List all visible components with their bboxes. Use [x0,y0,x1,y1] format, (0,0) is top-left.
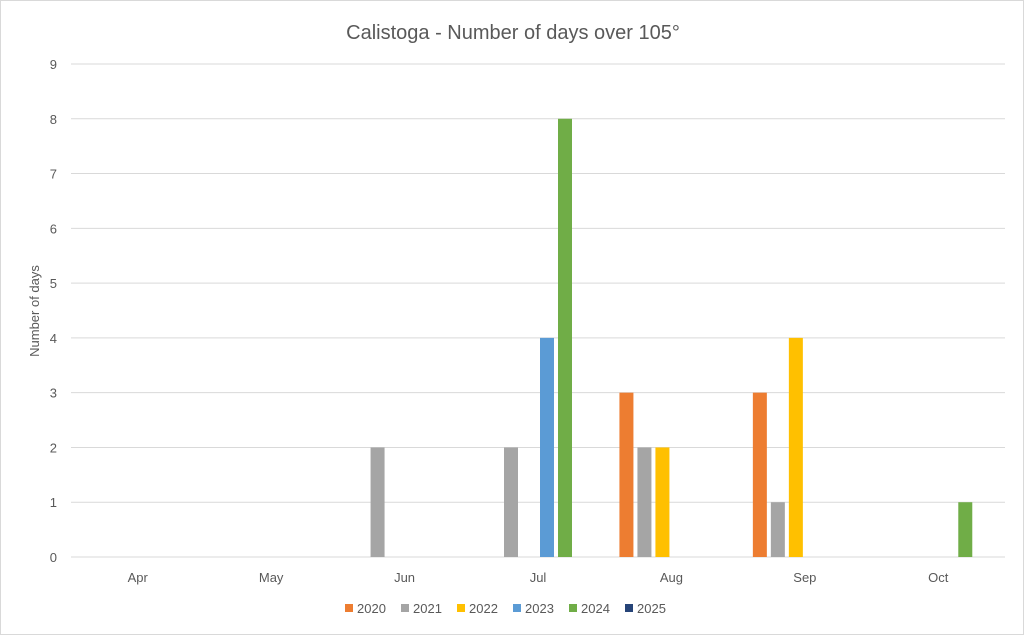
legend-swatch-2020 [345,604,353,612]
y-tick-label: 0 [50,550,57,565]
legend: 2020 2021 2022 2023 2024 2025 [345,601,666,616]
legend-label: 2024 [581,601,610,616]
legend-label: 2020 [357,601,386,616]
y-tick-label: 8 [50,112,57,127]
bar-2020-sep [752,392,767,557]
legend-swatch-2021 [401,604,409,612]
bar-2022-sep [788,337,803,557]
y-tick-label: 1 [50,495,57,510]
bar-2023-jul [540,337,554,557]
x-tick-label: Jul [530,570,547,585]
x-tick-label: Jun [394,570,415,585]
legend-swatch-2022 [457,604,465,612]
legend-label: 2025 [637,601,666,616]
bar-2021-aug [637,447,652,557]
x-tick-label: Sep [793,570,816,585]
gridlines [71,63,1005,558]
y-tick-label: 6 [50,221,57,236]
bar-2021-sep [770,502,785,557]
legend-label: 2023 [525,601,554,616]
legend-swatch-2023 [513,604,521,612]
y-tick-label: 4 [50,331,57,346]
y-tick-label: 2 [50,440,57,455]
legend-label: 2022 [469,601,498,616]
x-tick-label: May [259,570,284,585]
bar-2020-aug [619,392,634,557]
y-axis-title: Number of days [27,265,42,357]
x-tick-label: Oct [928,570,949,585]
y-tick-label: 9 [50,57,57,72]
y-axis-ticks: 0 1 2 3 4 5 6 7 8 9 [50,57,57,565]
bar-2024-jul [558,118,572,558]
y-tick-label: 5 [50,276,57,291]
bar-2021-jul [504,447,518,557]
x-tick-label: Apr [128,570,149,585]
legend-swatch-2024 [569,604,577,612]
chart-title: Calistoga - Number of days over 105° [346,22,680,44]
bar-2022-aug [655,447,670,557]
x-tick-label: Aug [660,570,683,585]
x-axis-ticks: Apr May Jun Jul Aug Sep Oct [128,570,949,585]
bar-2024-oct [958,502,973,557]
legend-swatch-2025 [625,604,633,612]
bar-2021-jun [370,447,385,557]
legend-label: 2021 [413,601,442,616]
bars [370,118,973,558]
y-tick-label: 7 [50,167,57,182]
y-tick-label: 3 [50,386,57,401]
